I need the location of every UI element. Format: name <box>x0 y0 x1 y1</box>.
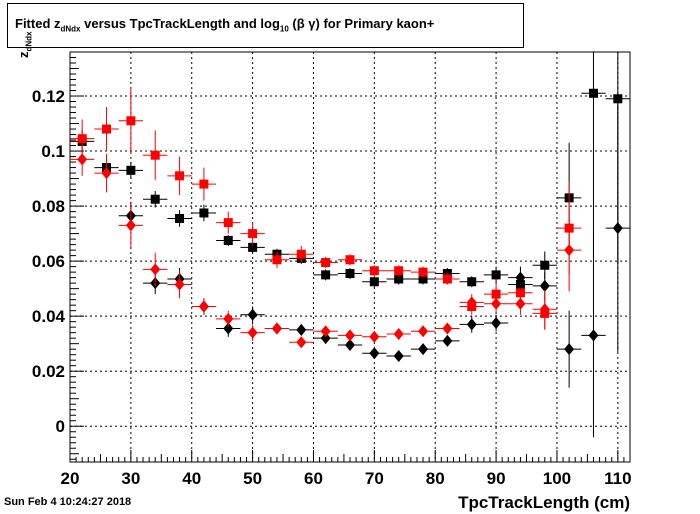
x-axis-label: TpcTrackLength (cm) <box>458 493 630 512</box>
x-tick-label: 110 <box>604 469 631 488</box>
y-tick-label: 0.04 <box>32 307 66 326</box>
x-tick-label: 90 <box>487 469 506 488</box>
data-point-square <box>345 269 355 279</box>
y-tick-label: 0.1 <box>41 142 65 161</box>
y-tick-label: 0.12 <box>32 87 65 106</box>
data-point-diamond <box>466 296 477 309</box>
data-point-diamond <box>345 339 355 352</box>
data-point-diamond <box>588 329 599 342</box>
data-point-diamond <box>125 219 136 232</box>
data-point-diamond <box>320 325 331 338</box>
x-tick-label: 50 <box>243 469 262 488</box>
data-point-diamond <box>296 336 307 349</box>
data-point-diamond <box>418 325 429 338</box>
data-point-square <box>248 229 258 239</box>
data-point-diamond <box>491 297 502 310</box>
data-point-diamond <box>612 222 623 235</box>
data-point-diamond <box>150 263 161 276</box>
x-tick-label: 30 <box>121 469 140 488</box>
data-point-diamond <box>393 350 404 363</box>
data-point-diamond <box>564 343 575 356</box>
data-point-square <box>199 208 209 218</box>
data-point-diamond <box>466 318 477 331</box>
title-subscript-2: 10 <box>279 24 289 34</box>
data-point-diamond <box>369 330 380 343</box>
data-point-square <box>223 235 233 245</box>
data-point-square <box>345 255 355 265</box>
data-point-square <box>102 124 112 134</box>
data-point-diamond <box>247 308 258 321</box>
data-point-diamond <box>369 347 380 360</box>
data-point-diamond <box>418 343 429 356</box>
x-tick-label: 40 <box>182 469 201 488</box>
data-point-square <box>175 171 185 181</box>
y-tick-label: 0.06 <box>32 252 65 271</box>
data-point-diamond <box>77 153 88 166</box>
data-point-diamond <box>442 322 453 335</box>
data-point-square <box>199 179 209 189</box>
data-point-square <box>369 277 379 287</box>
data-point-square <box>223 218 233 228</box>
data-point-square <box>442 274 452 284</box>
data-point-diamond <box>198 300 209 313</box>
data-point-square <box>491 289 501 299</box>
x-tick-label: 60 <box>304 469 323 488</box>
title-subscript: dNdx <box>60 24 81 34</box>
x-tick-label: 80 <box>426 469 445 488</box>
data-point-diamond <box>515 297 526 310</box>
data-point-diamond <box>491 317 502 330</box>
data-point-square <box>150 150 160 160</box>
y-tick-label: 0.02 <box>32 362 65 381</box>
data-point-diamond <box>539 303 550 316</box>
x-tick-label: 100 <box>543 469 571 488</box>
data-point-square <box>296 249 306 259</box>
data-point-square <box>418 274 428 284</box>
datestamp: Sun Feb 4 10:24:27 2018 <box>4 496 132 508</box>
data-point-square <box>467 277 477 287</box>
data-point-square <box>418 267 428 277</box>
data-point-diamond <box>174 278 185 291</box>
data-point-square <box>588 88 598 98</box>
data-point-square <box>394 266 404 276</box>
chart-title: Fitted zdNdx versus TpcTrackLength and l… <box>15 16 434 34</box>
y-tick-label: 0.08 <box>32 197 65 216</box>
data-point-square <box>321 258 331 268</box>
data-point-square <box>126 165 136 175</box>
data-point-diamond <box>393 328 404 341</box>
data-point-diamond <box>223 312 234 325</box>
data-point-diamond <box>320 332 331 345</box>
data-point-diamond <box>296 323 307 336</box>
title-prefix: Fitted z <box>15 16 61 31</box>
x-tick-label: 20 <box>61 469 80 488</box>
data-point-square <box>77 134 87 144</box>
data-point-square <box>491 270 501 280</box>
data-point-diamond <box>223 322 234 335</box>
data-point-diamond <box>345 329 355 342</box>
data-point-square <box>321 270 331 280</box>
title-suffix: (β γ) for Primary kaon+ <box>292 16 435 31</box>
data-point-square <box>126 116 136 126</box>
data-point-diamond <box>271 322 282 335</box>
data-point-square <box>272 255 282 265</box>
data-point-square <box>613 94 623 104</box>
title-middle: versus TpcTrackLength and log <box>80 16 280 31</box>
data-point-square <box>175 213 185 223</box>
data-point-diamond <box>564 244 575 257</box>
y-tick-label: 0 <box>56 417 65 436</box>
data-point-square <box>150 194 160 204</box>
chart-title-box: Fitted zdNdx versus TpcTrackLength and l… <box>7 3 524 48</box>
x-tick-label: 70 <box>365 469 384 488</box>
data-point-diamond <box>442 334 453 347</box>
data-point-diamond <box>101 167 112 180</box>
data-point-diamond <box>539 279 550 292</box>
data-point-square <box>369 266 379 276</box>
data-point-square <box>394 274 404 284</box>
data-point-square <box>248 242 258 252</box>
data-point-square <box>540 260 550 270</box>
data-point-diamond <box>247 326 258 339</box>
data-point-diamond <box>515 271 526 284</box>
